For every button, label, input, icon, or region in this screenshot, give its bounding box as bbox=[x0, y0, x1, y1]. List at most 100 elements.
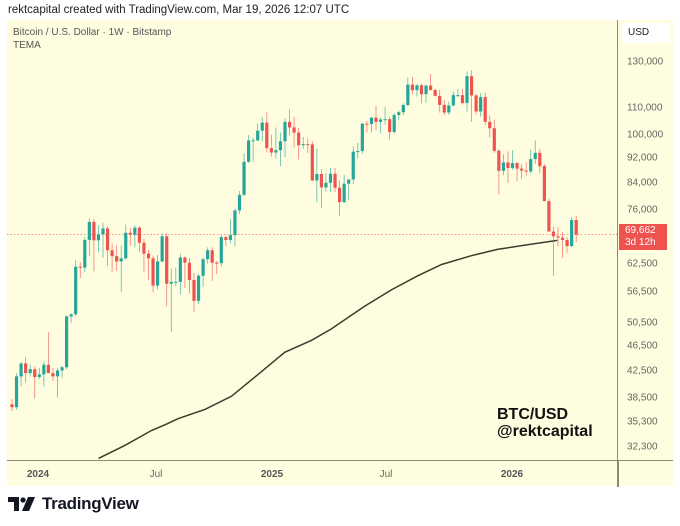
candle-body bbox=[101, 228, 105, 235]
candlestick-chart[interactable] bbox=[7, 20, 617, 460]
candle-body bbox=[178, 257, 182, 282]
candle-body bbox=[96, 234, 101, 241]
candle-body bbox=[497, 150, 501, 171]
candle-body bbox=[260, 122, 264, 131]
candle-body bbox=[105, 228, 110, 251]
time-tick-label: Jul bbox=[379, 469, 393, 480]
candle-body bbox=[28, 369, 32, 374]
candle-body bbox=[119, 258, 123, 262]
candle-body bbox=[60, 367, 64, 371]
candle-body bbox=[233, 210, 237, 236]
candle-body bbox=[74, 266, 78, 315]
price-axis[interactable] bbox=[617, 20, 674, 460]
candle-body bbox=[533, 152, 537, 160]
candle-body bbox=[55, 370, 60, 377]
candle-body bbox=[124, 232, 128, 259]
tradingview-logo[interactable]: TradingView bbox=[8, 494, 139, 514]
candle-body bbox=[556, 236, 560, 238]
candle-body bbox=[278, 141, 283, 151]
candle-body bbox=[474, 95, 478, 112]
candle-body bbox=[547, 201, 551, 232]
last-price-badge: 69,662 3d 12h bbox=[619, 224, 667, 251]
price-tick-label: 92,000 bbox=[627, 152, 658, 164]
price-tick-label: 100,000 bbox=[627, 129, 664, 141]
candle-body bbox=[192, 279, 196, 301]
candle-body bbox=[183, 257, 187, 263]
candle-body bbox=[451, 95, 455, 106]
candle-body bbox=[69, 314, 73, 317]
candle-body bbox=[196, 275, 201, 301]
chart-plot-area[interactable]: Bitcoin / U.S. Dollar · 1W · Bitstamp TE… bbox=[7, 20, 617, 460]
candle-body bbox=[383, 119, 387, 121]
candle-body bbox=[433, 89, 437, 96]
candle-body bbox=[251, 140, 255, 142]
candle-body bbox=[92, 221, 96, 241]
candle-body bbox=[483, 97, 487, 122]
time-tick-label: Jul bbox=[149, 469, 163, 480]
candle-body bbox=[301, 144, 305, 146]
candle-body bbox=[351, 151, 355, 180]
candle-body bbox=[529, 159, 533, 172]
watermark-symbol: BTC/USD bbox=[497, 406, 569, 423]
candle-body bbox=[520, 168, 524, 171]
candle-body bbox=[360, 123, 364, 152]
candle-body bbox=[10, 404, 14, 408]
candle-body bbox=[506, 162, 510, 169]
candle-body bbox=[492, 128, 496, 151]
candle-body bbox=[419, 85, 424, 95]
candle-body bbox=[37, 374, 41, 378]
candle-body bbox=[115, 256, 119, 262]
candle-body bbox=[429, 85, 433, 90]
watermark-author: @rektcapital bbox=[497, 423, 593, 440]
candle-body bbox=[156, 261, 160, 286]
candle-body bbox=[65, 316, 69, 368]
candle-body bbox=[315, 173, 319, 181]
candle-body bbox=[479, 97, 483, 112]
candle-body bbox=[560, 237, 565, 240]
candle-body bbox=[169, 281, 173, 284]
indicator-legend[interactable]: TEMA bbox=[13, 40, 41, 51]
candle-body bbox=[146, 253, 151, 259]
price-tick-label: 46,500 bbox=[627, 340, 658, 352]
currency-label[interactable]: USD bbox=[622, 23, 670, 43]
price-tick-label: 42,500 bbox=[627, 365, 658, 377]
candle-body bbox=[347, 179, 351, 184]
candle-body bbox=[515, 163, 519, 169]
candle-body bbox=[333, 173, 337, 188]
candle-body bbox=[151, 258, 155, 286]
candle-body bbox=[397, 112, 401, 116]
candle-body bbox=[324, 182, 328, 188]
time-tick-label: 2026 bbox=[500, 469, 524, 480]
candle-body bbox=[206, 250, 210, 260]
candle-body bbox=[14, 376, 19, 408]
candle-body bbox=[310, 144, 314, 181]
candle-body bbox=[410, 84, 414, 91]
candle-body bbox=[524, 170, 528, 172]
candle-body bbox=[488, 121, 492, 129]
candle-body bbox=[338, 187, 342, 203]
candle-body bbox=[465, 76, 469, 103]
candle-body bbox=[292, 127, 296, 133]
candle-body bbox=[456, 95, 460, 97]
candle-body bbox=[51, 373, 55, 377]
candle-body bbox=[570, 220, 574, 247]
candle-body bbox=[201, 259, 205, 276]
candle-body bbox=[215, 262, 219, 264]
candle-body bbox=[447, 105, 451, 113]
chart-attribution: rektcapital created with TradingView.com… bbox=[8, 4, 350, 16]
time-axis[interactable]: 2024 Jul 2025 Jul 2026 bbox=[7, 460, 673, 487]
candle-body bbox=[142, 242, 146, 254]
chart-frame[interactable]: Bitcoin / U.S. Dollar · 1W · Bitstamp TE… bbox=[7, 20, 674, 487]
candle-body bbox=[33, 369, 37, 378]
candle-body bbox=[365, 123, 369, 125]
candle-body bbox=[210, 250, 214, 263]
candle-body bbox=[306, 144, 310, 146]
candle-body bbox=[224, 237, 228, 240]
symbol-legend[interactable]: Bitcoin / U.S. Dollar · 1W · Bitstamp bbox=[13, 27, 172, 38]
tema-line bbox=[98, 239, 558, 460]
candle-body bbox=[469, 76, 474, 96]
candle-body bbox=[187, 262, 192, 280]
candle-body bbox=[388, 119, 392, 133]
candle-body bbox=[19, 363, 23, 377]
candle-body bbox=[247, 140, 251, 162]
